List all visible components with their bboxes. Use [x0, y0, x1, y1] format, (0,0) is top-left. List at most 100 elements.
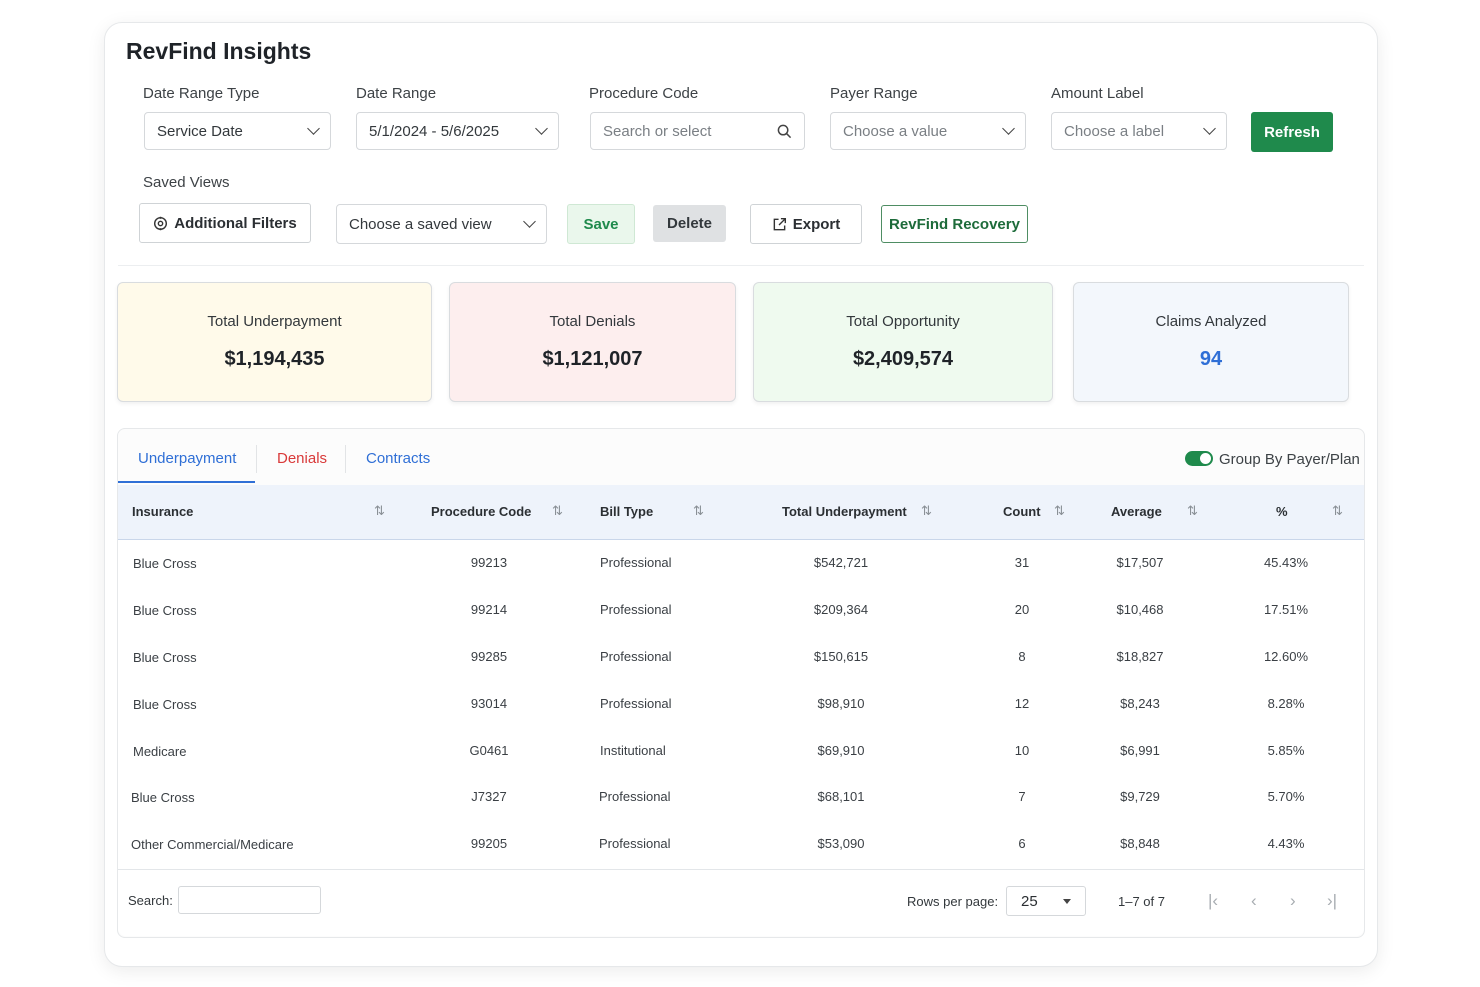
chevron-down-icon: [523, 215, 536, 228]
tab-underpayment[interactable]: Underpayment: [138, 450, 237, 467]
cell-percent: 12.60%: [1263, 649, 1309, 664]
cell-percent: 17.51%: [1263, 602, 1309, 617]
stat-card-total-opportunity: Total Opportunity $2,409,574: [753, 282, 1053, 402]
stat-value: 94: [1199, 348, 1223, 370]
cell-bill-type: Professional: [600, 602, 672, 617]
tab-denials[interactable]: Denials: [277, 450, 328, 467]
cell-total-underpayment: $68,101: [817, 789, 865, 804]
procedure-code-placeholder: Search or select: [603, 122, 712, 140]
stat-label: Total Opportunity: [846, 313, 960, 330]
cell-insurance: Blue Cross: [133, 603, 197, 618]
column-header-average[interactable]: Average: [1111, 504, 1162, 519]
group-by-toggle[interactable]: [1185, 451, 1213, 466]
cell-total-underpayment: $542,721: [813, 555, 869, 570]
date-range-type-label: Date Range Type: [143, 85, 260, 102]
saved-view-select[interactable]: Choose a saved view: [336, 204, 547, 244]
cell-procedure-code: 93014: [470, 696, 508, 711]
table-row[interactable]: [118, 540, 1364, 588]
cell-percent: 5.85%: [1267, 743, 1305, 758]
rows-per-page-label: Rows per page:: [907, 894, 999, 909]
cell-insurance: Blue Cross: [133, 650, 197, 665]
pagination-range: 1–7 of 7: [1118, 894, 1165, 909]
chevron-down-icon: [307, 122, 320, 135]
stat-card-total-underpayment: Total Underpayment $1,194,435: [117, 282, 432, 402]
first-page-icon[interactable]: |‹: [1208, 891, 1219, 910]
table-search-label: Search:: [128, 893, 173, 908]
amount-label-placeholder: Choose a label: [1064, 122, 1165, 140]
stat-label: Total Underpayment: [207, 313, 342, 330]
cell-average: $6,991: [1120, 743, 1160, 758]
next-page-icon[interactable]: ›: [1290, 891, 1296, 910]
table-row[interactable]: [118, 634, 1364, 682]
stat-label: Total Denials: [549, 313, 636, 330]
table-search-input[interactable]: [178, 886, 321, 914]
cell-bill-type: Professional: [600, 555, 672, 570]
sort-icon[interactable]: ⇅: [1187, 503, 1198, 518]
date-range-type-select[interactable]: Service Date: [144, 112, 331, 150]
prev-page-icon[interactable]: ‹: [1251, 891, 1257, 910]
tab-divider: [256, 445, 257, 473]
cell-total-underpayment: $150,615: [813, 649, 869, 664]
date-range-select[interactable]: 5/1/2024 - 5/6/2025: [356, 112, 559, 150]
toggle-knob: [1200, 453, 1211, 464]
cell-total-underpayment: $53,090: [817, 836, 865, 851]
cell-insurance: Blue Cross: [133, 697, 197, 712]
refresh-button[interactable]: Refresh: [1251, 112, 1333, 152]
sort-icon[interactable]: ⇅: [1054, 503, 1065, 518]
section-divider: [118, 265, 1364, 266]
delete-button[interactable]: Delete: [653, 205, 726, 242]
cell-bill-type: Professional: [600, 649, 672, 664]
save-button[interactable]: Save: [567, 204, 635, 244]
amount-label-select[interactable]: Choose a label: [1051, 112, 1227, 150]
payer-range-select[interactable]: Choose a value: [830, 112, 1026, 150]
chevron-down-icon: [535, 122, 548, 135]
cell-count: 12: [1014, 696, 1030, 711]
rows-per-page-value: 25: [1021, 892, 1038, 910]
chevron-down-icon: [1203, 122, 1216, 135]
table-row[interactable]: [118, 822, 1364, 870]
sort-icon[interactable]: ⇅: [374, 503, 385, 518]
export-button[interactable]: Export: [750, 204, 862, 244]
cell-insurance: Medicare: [133, 744, 187, 759]
procedure-code-search[interactable]: Search or select: [590, 112, 805, 150]
column-header-percent[interactable]: %: [1276, 504, 1288, 519]
column-header-count[interactable]: Count: [1003, 504, 1041, 519]
procedure-code-label: Procedure Code: [589, 85, 699, 102]
cell-total-underpayment: $69,910: [817, 743, 865, 758]
sort-icon[interactable]: ⇅: [1332, 503, 1343, 518]
sort-icon[interactable]: ⇅: [693, 503, 704, 518]
cell-average: $10,468: [1116, 602, 1164, 617]
cell-average: $8,848: [1120, 836, 1160, 851]
sort-icon[interactable]: ⇅: [921, 503, 932, 518]
cell-procedure-code: G0461: [469, 743, 509, 758]
cell-total-underpayment: $98,910: [817, 696, 865, 711]
rows-per-page-select[interactable]: 25: [1006, 886, 1086, 916]
saved-views-label: Saved Views: [143, 174, 230, 191]
additional-filters-label: Additional Filters: [174, 214, 297, 232]
table-row[interactable]: [118, 775, 1364, 823]
additional-filters-button[interactable]: Additional Filters: [139, 203, 311, 243]
table-row[interactable]: [118, 681, 1364, 729]
cell-average: $8,243: [1120, 696, 1160, 711]
table-row[interactable]: [118, 587, 1364, 635]
cell-count: 31: [1014, 555, 1030, 570]
last-page-icon[interactable]: ›|: [1327, 891, 1338, 910]
column-header-total-underpayment[interactable]: Total Underpayment: [782, 504, 907, 519]
table-row[interactable]: [118, 728, 1364, 776]
cell-total-underpayment: $209,364: [813, 602, 869, 617]
column-header-insurance[interactable]: Insurance: [132, 504, 194, 519]
active-tab-indicator: [118, 481, 255, 483]
chevron-down-icon: [1002, 122, 1015, 135]
column-header-procedure-code[interactable]: Procedure Code: [431, 504, 532, 519]
cell-bill-type: Professional: [600, 696, 672, 711]
export-label: Export: [792, 215, 841, 233]
cell-average: $17,507: [1116, 555, 1164, 570]
revfind-recovery-button[interactable]: RevFind Recovery: [881, 205, 1028, 243]
cell-procedure-code: 99213: [470, 555, 508, 570]
cell-count: 20: [1014, 602, 1030, 617]
cell-percent: 8.28%: [1267, 696, 1305, 711]
tab-contracts[interactable]: Contracts: [366, 450, 431, 467]
sort-icon[interactable]: ⇅: [552, 503, 563, 518]
stat-value: $2,409,574: [852, 348, 954, 370]
column-header-bill-type[interactable]: Bill Type: [600, 504, 654, 519]
